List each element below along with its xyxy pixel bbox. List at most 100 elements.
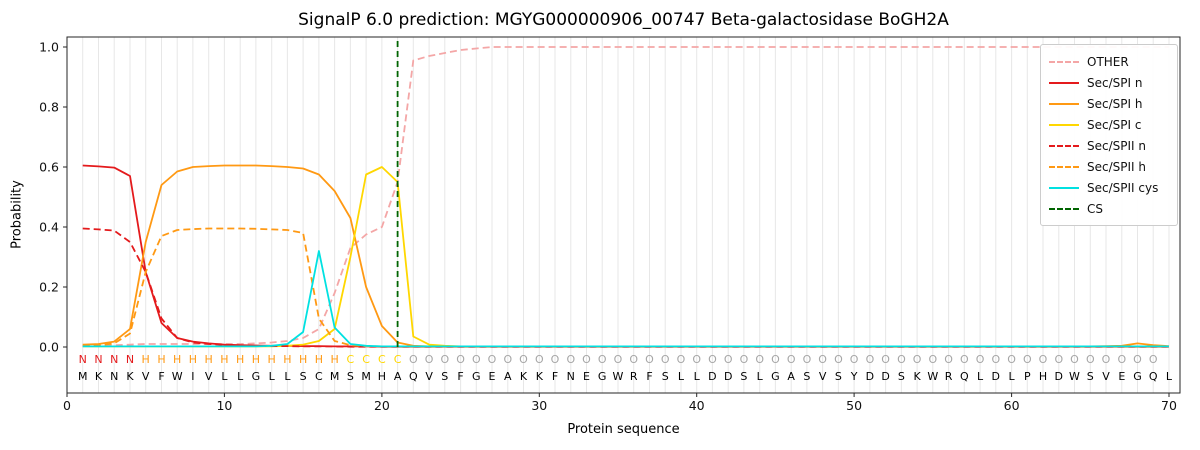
sequence-letter: C bbox=[315, 370, 323, 383]
sequence-letter: Q bbox=[1149, 370, 1158, 383]
sequence-letter: F bbox=[457, 370, 463, 383]
sequence-letter: K bbox=[126, 370, 134, 383]
region-letter: O bbox=[881, 353, 890, 366]
sequence-letter: D bbox=[992, 370, 1000, 383]
legend-line-sample-sec-spi-c bbox=[1049, 123, 1079, 126]
region-letter: O bbox=[724, 353, 733, 366]
legend-item-sec-spii-n: Sec/SPII n bbox=[1049, 135, 1169, 156]
series-sec-spii-n bbox=[82, 227, 1169, 348]
region-letter: H bbox=[252, 353, 260, 366]
region-letter: O bbox=[740, 353, 749, 366]
plot-border bbox=[66, 36, 1181, 394]
region-letter: C bbox=[378, 353, 386, 366]
region-letter: O bbox=[771, 353, 780, 366]
series-sec-spi-n bbox=[82, 164, 1169, 348]
y-tick-label: 0.0 bbox=[39, 340, 59, 355]
sequence-letter: V bbox=[205, 370, 213, 383]
sequence-letter: D bbox=[1055, 370, 1063, 383]
legend-item-sec-spi-c: Sec/SPI c bbox=[1049, 114, 1169, 135]
sequence-letter: D bbox=[708, 370, 716, 383]
sequence-letter: W bbox=[172, 370, 183, 383]
sequence-letter: S bbox=[898, 370, 905, 383]
sequence-letter: H bbox=[1039, 370, 1047, 383]
x-tick-label: 40 bbox=[689, 398, 705, 413]
sequence-letter: R bbox=[630, 370, 638, 383]
legend-item-sec-spi-h: Sec/SPI h bbox=[1049, 93, 1169, 114]
sequence-letter: M bbox=[78, 370, 88, 383]
sequence-letter: L bbox=[269, 370, 276, 383]
region-letter: O bbox=[1007, 353, 1016, 366]
legend-line-sample-sec-spii-cys bbox=[1049, 186, 1079, 189]
sequence-letter: L bbox=[221, 370, 228, 383]
sequence-letter: L bbox=[1166, 370, 1173, 383]
region-letter: O bbox=[834, 353, 843, 366]
sequence-letter: K bbox=[913, 370, 921, 383]
series-sec-spii-cys bbox=[82, 250, 1169, 348]
region-letter: O bbox=[1054, 353, 1063, 366]
sequence-letter: V bbox=[142, 370, 150, 383]
legend-item-cs: CS bbox=[1049, 198, 1169, 219]
region-letter: O bbox=[1117, 353, 1126, 366]
sequence-letter: S bbox=[441, 370, 448, 383]
region-letter: O bbox=[944, 353, 953, 366]
region-letter: H bbox=[330, 353, 338, 366]
sequence-letter: D bbox=[724, 370, 732, 383]
sequence-letter: E bbox=[489, 370, 496, 383]
region-letter: O bbox=[708, 353, 717, 366]
region-letter: O bbox=[818, 353, 827, 366]
sequence-letter: Q bbox=[409, 370, 418, 383]
sequence-letter: D bbox=[866, 370, 874, 383]
region-letter: O bbox=[1039, 353, 1048, 366]
sequence-letter: L bbox=[237, 370, 244, 383]
sequence-letter: A bbox=[787, 370, 795, 383]
sequence-letter: F bbox=[158, 370, 164, 383]
y-tick-label: 1.0 bbox=[39, 40, 59, 55]
region-letter: N bbox=[126, 353, 134, 366]
series-sec-spi-c bbox=[82, 166, 1169, 348]
region-letter: O bbox=[598, 353, 607, 366]
region-letter: N bbox=[110, 353, 118, 366]
legend-label: Sec/SPI c bbox=[1087, 117, 1142, 132]
region-letter: O bbox=[803, 353, 812, 366]
sequence-letter: A bbox=[504, 370, 512, 383]
region-letter: O bbox=[661, 353, 670, 366]
region-letter: H bbox=[205, 353, 213, 366]
region-letter: O bbox=[787, 353, 796, 366]
series-other bbox=[82, 46, 1169, 347]
region-letter: O bbox=[551, 353, 560, 366]
region-letter: O bbox=[409, 353, 418, 366]
sequence-letter: G bbox=[472, 370, 481, 383]
region-letter: O bbox=[991, 353, 1000, 366]
sequence-letter: S bbox=[662, 370, 669, 383]
region-letter: O bbox=[1023, 353, 1032, 366]
sequence-letter: G bbox=[1133, 370, 1142, 383]
sequence-letter: M bbox=[361, 370, 371, 383]
series-sec-spi-h bbox=[82, 164, 1170, 348]
x-tick-label: 20 bbox=[374, 398, 390, 413]
y-tick-label: 0.6 bbox=[39, 160, 59, 175]
sequence-letter: N bbox=[110, 370, 118, 383]
legend-line-sample-sec-spii-n bbox=[1049, 144, 1079, 147]
legend-item-other: OTHER bbox=[1049, 51, 1169, 72]
y-axis-label: Probability bbox=[9, 180, 25, 249]
region-letter: C bbox=[347, 353, 355, 366]
region-letter: O bbox=[535, 353, 544, 366]
sequence-letter: W bbox=[927, 370, 938, 383]
x-tick-label: 60 bbox=[1004, 398, 1020, 413]
y-tick-label: 0.8 bbox=[39, 100, 59, 115]
sequence-letter: W bbox=[1069, 370, 1080, 383]
x-tick-label: 50 bbox=[846, 398, 862, 413]
sequence-letter: Y bbox=[850, 370, 858, 383]
region-letter: H bbox=[299, 353, 307, 366]
region-letter: O bbox=[456, 353, 465, 366]
legend-line-sample-sec-spi-h bbox=[1049, 102, 1079, 105]
sequence-letter: K bbox=[536, 370, 544, 383]
y-tick-label: 0.2 bbox=[39, 280, 59, 295]
legend-item-sec-spii-h: Sec/SPII h bbox=[1049, 156, 1169, 177]
region-letter: H bbox=[236, 353, 244, 366]
sequence-letter: L bbox=[284, 370, 291, 383]
legend-line-sample-other bbox=[1049, 60, 1079, 63]
sequence-letter: V bbox=[819, 370, 827, 383]
sequence-letter: L bbox=[678, 370, 685, 383]
